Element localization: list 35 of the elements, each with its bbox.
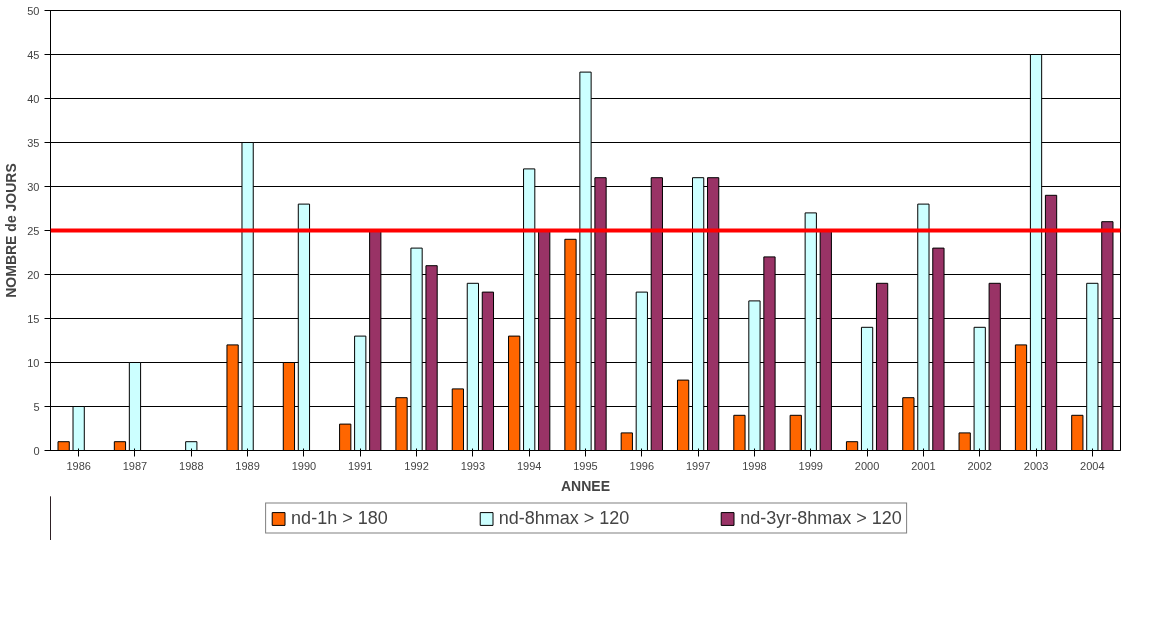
y-tick-label: 30 <box>27 180 40 193</box>
y-tick-label: 50 <box>27 4 40 17</box>
x-tick-label: 1993 <box>460 459 486 472</box>
x-tick-label: 1989 <box>235 459 260 472</box>
x-tick-label: 1987 <box>122 459 148 472</box>
y-tick-label: 45 <box>27 48 40 61</box>
x-tick-label: 1994 <box>516 459 542 472</box>
legend-label: nd-1h > 180 <box>291 507 388 529</box>
y-tick-label: 5 <box>33 400 40 413</box>
x-tick-label: 2004 <box>1080 459 1105 472</box>
legend-label: nd-3yr-8hmax > 120 <box>740 507 902 529</box>
x-tick-label: 1991 <box>348 459 373 472</box>
x-tick-label: 1988 <box>179 459 204 472</box>
x-tick-label: 1986 <box>66 459 91 472</box>
y-tick-label: 0 <box>33 444 40 457</box>
x-tick-label: 1996 <box>629 459 655 472</box>
x-tick-label: 1990 <box>291 459 317 472</box>
y-tick-label: 25 <box>27 224 40 237</box>
y-tick-label: 10 <box>27 356 40 369</box>
x-tick-label: 2001 <box>911 459 936 472</box>
x-axis-title: ANNEE <box>561 477 611 494</box>
x-tick-label: 1995 <box>573 459 598 472</box>
x-tick-label: 2000 <box>854 459 880 472</box>
y-tick-label: 20 <box>27 268 40 281</box>
y-tick-label: 35 <box>27 136 40 149</box>
y-axis-title: NOMBRE de JOURS <box>3 163 20 298</box>
y-tick-label: 15 <box>27 312 40 325</box>
legend-label: nd-8hmax > 120 <box>498 507 630 529</box>
x-tick-label: 1999 <box>798 459 824 472</box>
x-tick-label: 1992 <box>404 459 429 472</box>
x-tick-label: 2002 <box>967 459 992 472</box>
x-tick-label: 2003 <box>1023 459 1049 472</box>
x-tick-label: 1997 <box>685 459 711 472</box>
y-tick-label: 40 <box>27 92 40 105</box>
x-tick-label: 1998 <box>742 459 767 472</box>
